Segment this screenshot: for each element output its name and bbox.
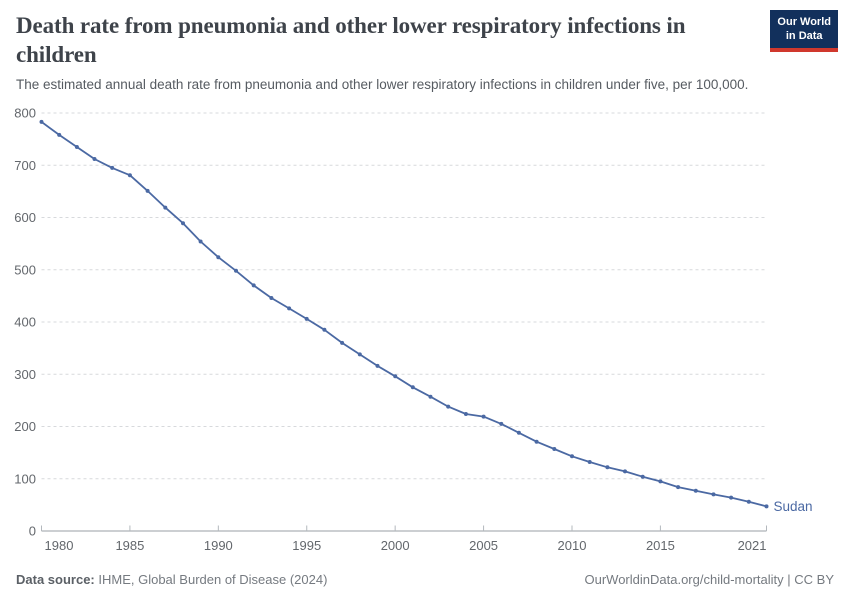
data-point[interactable] [74,145,79,149]
data-point[interactable] [746,499,751,504]
data-point[interactable] [516,430,521,435]
data-point[interactable] [587,460,592,464]
data-point[interactable] [198,239,203,244]
data-point[interactable] [39,119,44,124]
x-axis-tick-label: 1980 [45,538,74,553]
data-point[interactable] [127,173,132,178]
x-axis-tick-label: 2021 [738,538,767,553]
data-point[interactable] [658,479,663,484]
data-point[interactable] [234,268,238,273]
x-axis-tick-label: 2010 [558,538,587,553]
page-title: Death rate from pneumonia and other lowe… [16,13,686,67]
data-source-label: Data source: [16,572,95,587]
data-point[interactable] [251,283,256,288]
x-axis-tick-label: 1985 [115,538,144,553]
owid-logo: Our World in Data [770,10,838,52]
data-point[interactable] [340,340,345,345]
x-axis-tick-label: 1990 [204,538,233,553]
y-axis-tick-label: 600 [14,210,36,225]
owid-logo-line1: Our World [777,16,831,28]
y-axis-tick-label: 500 [14,262,36,277]
x-axis-tick-label: 2005 [469,538,498,553]
data-point[interactable] [375,363,380,368]
data-point[interactable] [145,188,150,193]
chart-subtitle: The estimated annual death rate from pne… [16,77,749,92]
data-point[interactable] [269,296,274,300]
y-axis-tick-label: 400 [14,315,36,330]
y-axis-tick-label: 300 [14,367,36,382]
y-axis-tick-label: 700 [14,158,36,173]
owid-logo-line2: in Data [785,30,823,43]
y-axis-tick-label: 800 [14,106,36,121]
data-point[interactable] [499,421,504,426]
data-point[interactable] [534,439,539,444]
data-point[interactable] [463,412,468,416]
data-point[interactable] [393,374,398,379]
data-point[interactable] [676,485,681,490]
data-point[interactable] [357,352,362,357]
data-point[interactable] [92,157,97,161]
y-axis-tick-label: 200 [14,419,36,434]
data-point[interactable] [711,492,716,497]
x-axis-tick-label: 1995 [292,538,321,553]
data-point[interactable] [410,385,415,390]
x-axis-tick-label: 2000 [381,538,410,553]
data-source: Data source: IHME, Global Burden of Dise… [16,572,327,587]
data-point[interactable] [287,306,292,311]
data-source-value: IHME, Global Burden of Disease (2024) [98,572,328,587]
data-point[interactable] [304,316,309,321]
data-point[interactable] [446,404,451,409]
series-label-sudan[interactable]: Sudan [774,499,813,514]
data-point[interactable] [110,165,115,170]
data-point[interactable] [764,504,769,509]
data-line-sudan[interactable] [40,121,768,508]
data-point[interactable] [570,454,574,459]
data-point[interactable] [216,255,221,260]
data-point[interactable] [163,205,168,210]
data-point[interactable] [623,469,627,474]
data-point[interactable] [640,474,645,479]
data-point[interactable] [322,327,327,332]
y-axis-tick-label: 100 [14,471,36,486]
x-axis-tick-label: 2015 [646,538,675,553]
y-axis-tick-label: 0 [29,524,36,539]
data-point[interactable] [481,414,486,419]
data-point[interactable] [552,447,557,451]
data-point[interactable] [693,488,698,493]
license-link[interactable]: OurWorldinData.org/child-mortality | CC … [584,572,835,587]
data-point[interactable] [605,465,610,470]
data-point[interactable] [181,221,185,226]
data-point[interactable] [57,132,62,137]
data-point[interactable] [428,394,433,399]
data-point[interactable] [729,495,734,500]
